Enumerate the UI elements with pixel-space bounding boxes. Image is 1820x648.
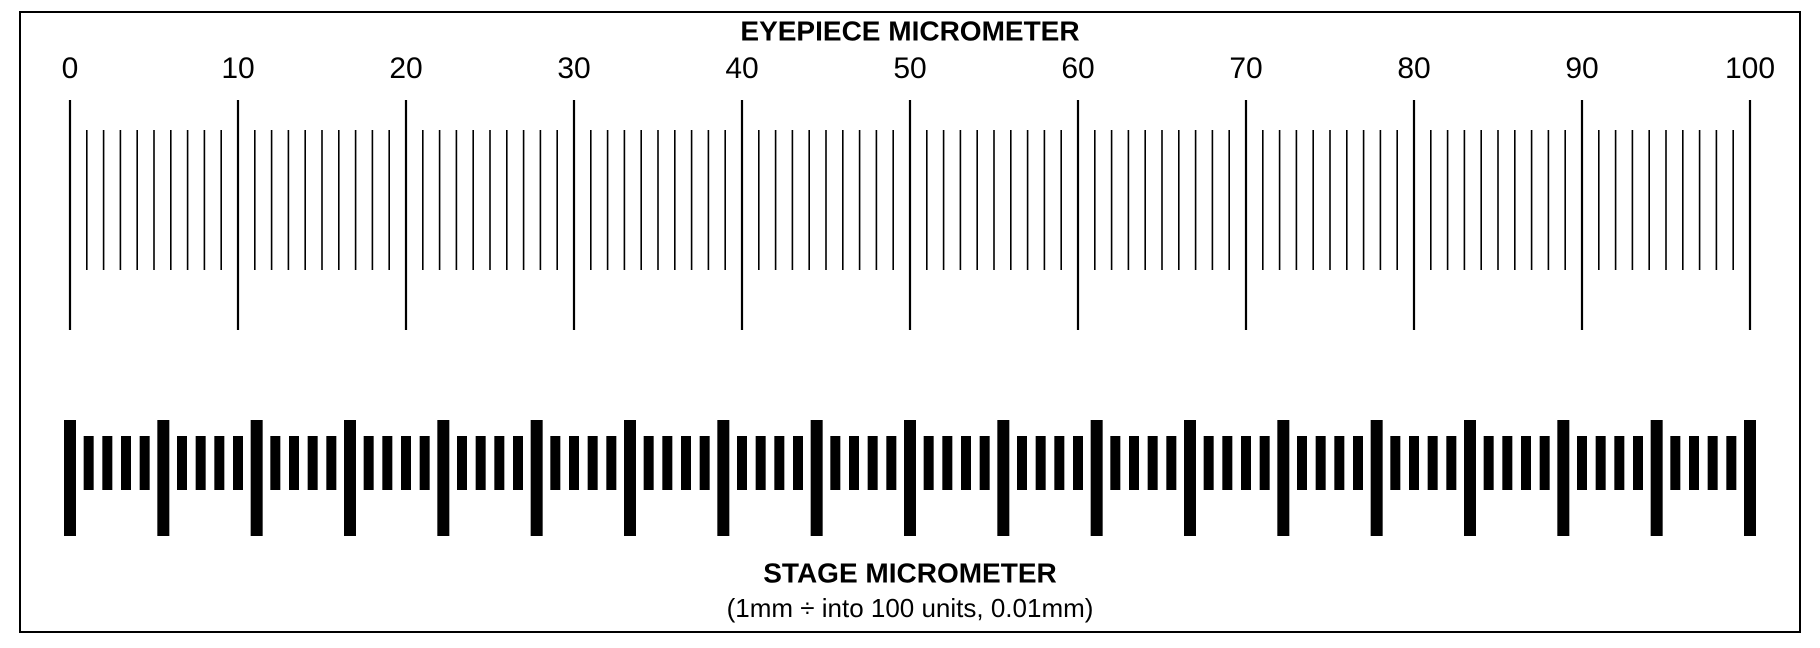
eyepiece-title: EYEPIECE MICROMETER — [740, 15, 1079, 46]
eyepiece-tick-label: 80 — [1397, 52, 1430, 85]
eyepiece-tick-label: 20 — [389, 52, 422, 85]
eyepiece-tick-label: 70 — [1229, 52, 1262, 85]
eyepiece-tick-label: 100 — [1725, 52, 1775, 85]
eyepiece-tick-label: 0 — [62, 52, 79, 85]
eyepiece-tick-label: 60 — [1061, 52, 1094, 85]
stage-scale — [70, 420, 1750, 536]
eyepiece-tick-label: 30 — [557, 52, 590, 85]
eyepiece-tick-label: 90 — [1565, 52, 1598, 85]
eyepiece-tick-label: 50 — [893, 52, 926, 85]
stage-title: STAGE MICROMETER — [763, 557, 1056, 588]
stage-subtitle: (1mm ÷ into 100 units, 0.01mm) — [727, 593, 1094, 623]
eyepiece-tick-label: 40 — [725, 52, 758, 85]
eyepiece-tick-label: 10 — [221, 52, 254, 85]
eyepiece-scale: 0 10 20 30 40 50 60 70 80 90 100 — [62, 52, 1775, 330]
